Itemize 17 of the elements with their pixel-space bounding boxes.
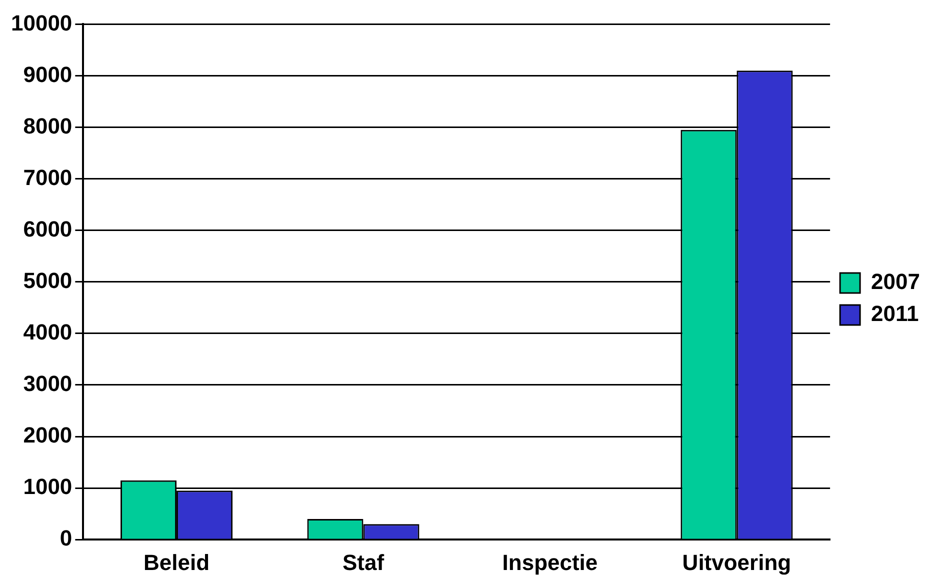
- y-tick-label: 3000: [23, 371, 72, 396]
- y-tick-label: 1000: [23, 474, 72, 500]
- x-tick-label: Inspectie: [502, 550, 598, 575]
- x-tick-label: Uitvoering: [682, 550, 792, 575]
- y-tick-label: 7000: [23, 164, 72, 190]
- legend-label: 2007: [871, 269, 920, 294]
- y-tick-label: 0: [60, 526, 72, 551]
- y-tick-label: 5000: [23, 268, 72, 293]
- y-tick-label: 6000: [23, 216, 72, 242]
- x-tick-label: Staf: [342, 550, 385, 575]
- legend-label: 2011: [871, 301, 919, 326]
- y-tick-label: 8000: [23, 113, 72, 138]
- y-tick-label: 4000: [23, 320, 72, 345]
- y-tick-label: 2000: [23, 422, 72, 448]
- x-tick-label: Beleid: [144, 550, 210, 575]
- y-tick-label: 10000: [10, 10, 72, 36]
- y-tick-label: 9000: [23, 62, 72, 87]
